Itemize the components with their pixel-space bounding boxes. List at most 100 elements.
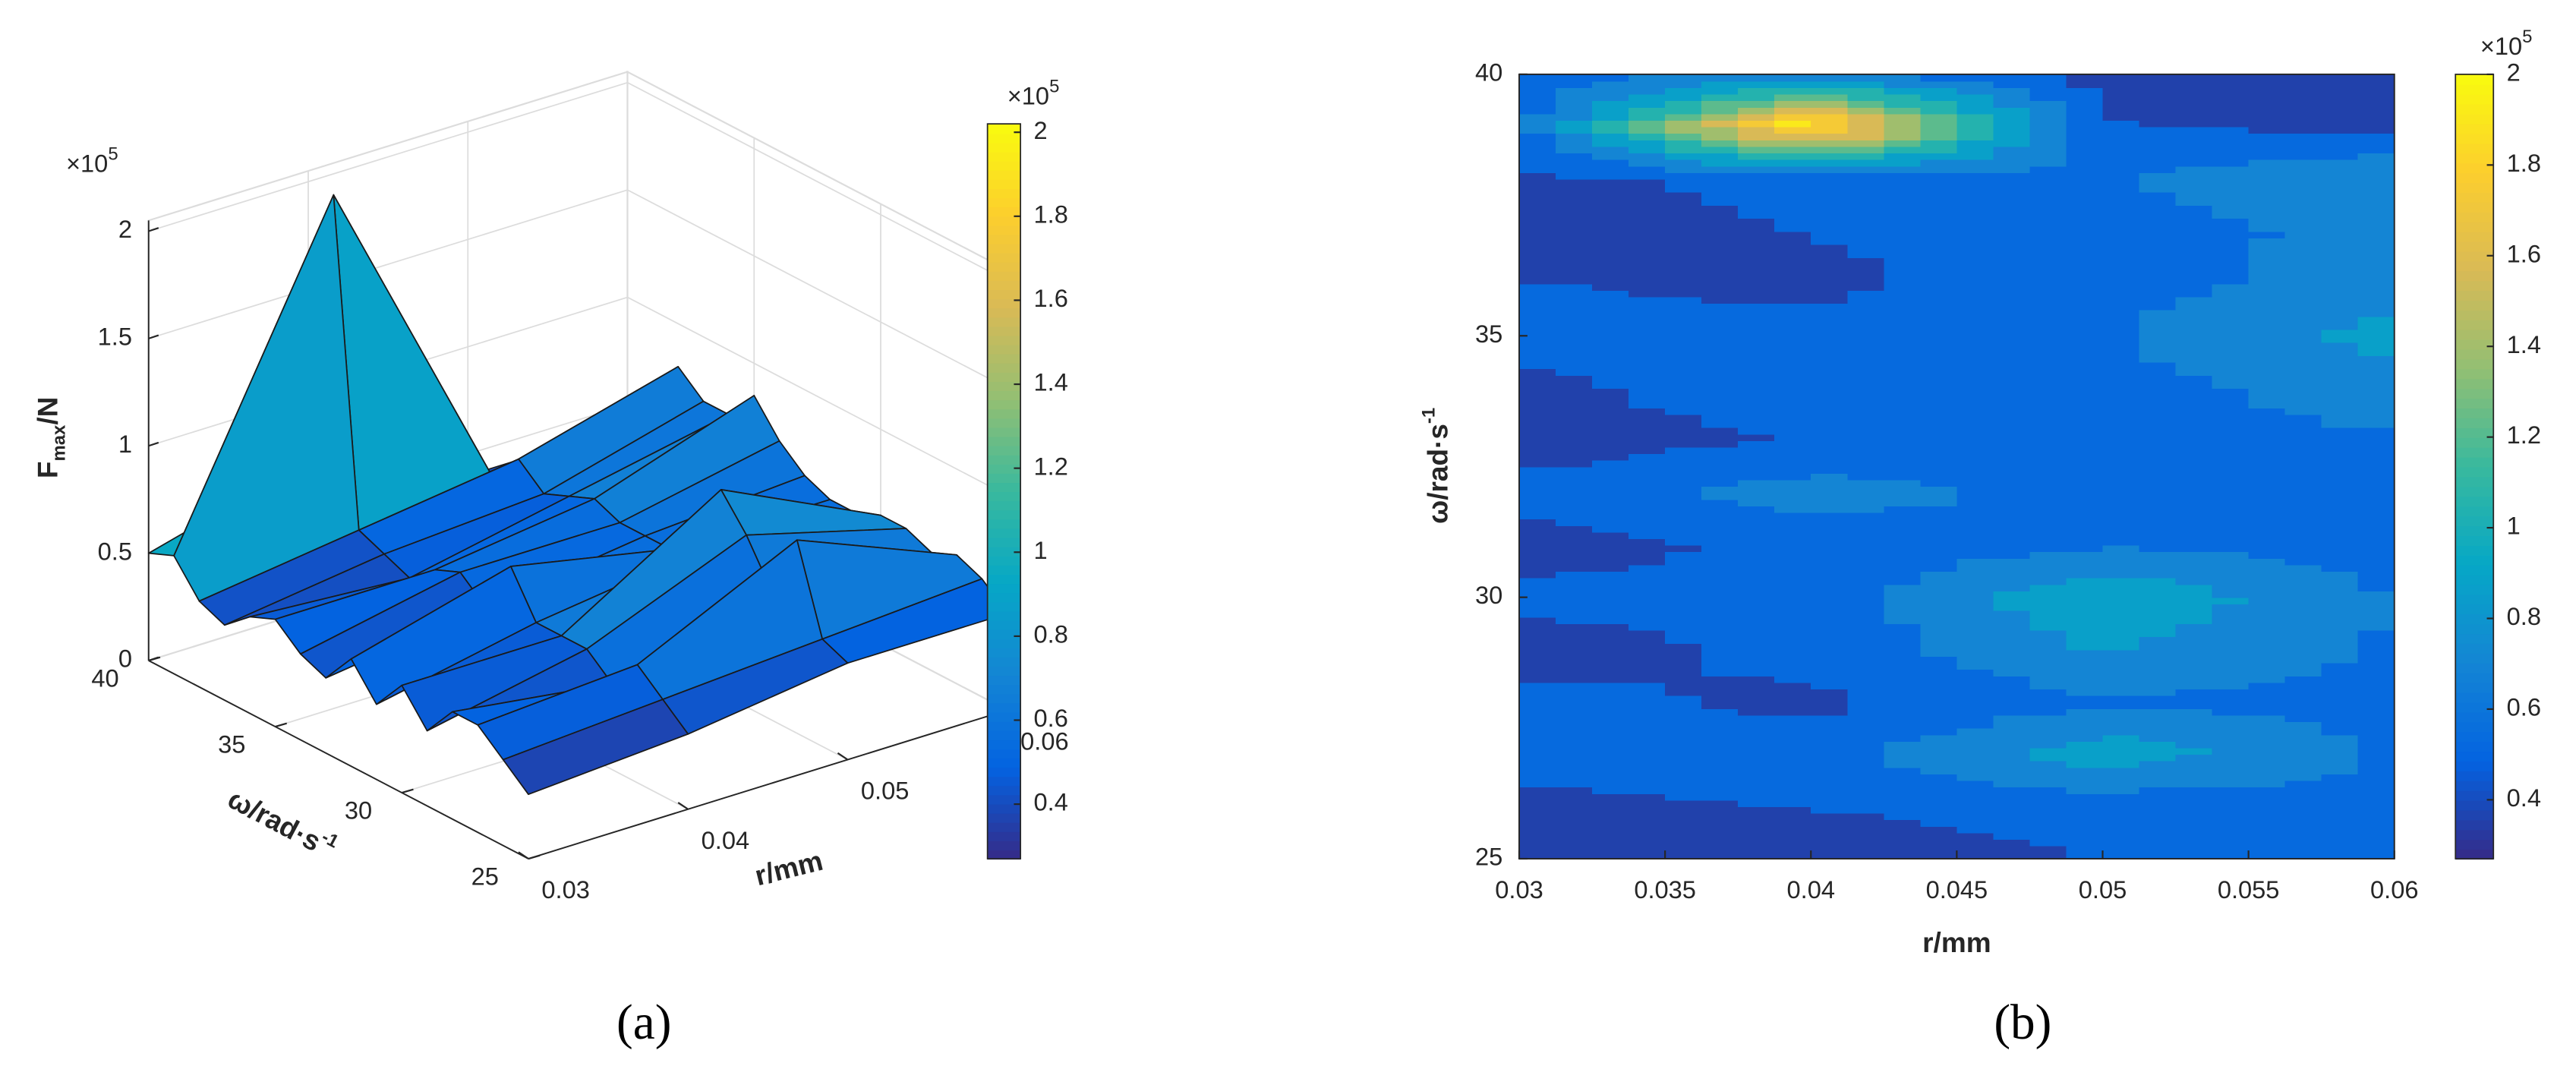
contour-cell: [1665, 741, 1703, 749]
contour-cell: [1956, 519, 1994, 526]
contour-cell: [1556, 74, 1593, 82]
contour-cell: [1993, 538, 2031, 546]
contour-cell: [1701, 492, 1739, 500]
contour-cell: [2066, 492, 2104, 500]
contour-cell: [1993, 178, 2031, 187]
contour-cell: [1629, 316, 1666, 323]
contour-cell: [1665, 153, 1703, 160]
contour-cell: [1956, 531, 1994, 540]
contour-cell: [2066, 584, 2104, 591]
contour-cell: [1556, 224, 1593, 232]
contour-cell: [1920, 342, 1958, 350]
contour-cell: [1519, 754, 1556, 762]
contour-cell: [1592, 244, 1629, 252]
contour-cell: [1519, 80, 1556, 88]
contour-cell: [2357, 238, 2395, 245]
contour-cell: [1956, 336, 1994, 343]
contour-cell: [2248, 74, 2286, 82]
contour-cell: [2139, 825, 2177, 834]
contour-cell: [1993, 80, 2031, 88]
x-tick-label: 0.035: [1634, 875, 1696, 904]
contour-cell: [2066, 205, 2104, 213]
contour-cell: [2248, 166, 2286, 173]
contour-cell: [2066, 238, 2104, 245]
contour-cell: [2066, 113, 2104, 121]
contour-cell: [2066, 727, 2104, 736]
contour-cell: [2139, 421, 2177, 428]
contour-cell: [2284, 276, 2322, 285]
contour-cell: [2175, 839, 2213, 847]
contour-cell: [2029, 238, 2067, 245]
contour-cell: [1884, 584, 1922, 591]
contour-cell: [2102, 577, 2140, 585]
contour-cell: [1701, 623, 1739, 631]
contour-cell: [1519, 185, 1556, 193]
contour-cell: [1519, 361, 1556, 370]
contour-cell: [1701, 434, 1739, 441]
contour-cell: [1701, 244, 1739, 252]
contour-cell: [1993, 551, 2031, 559]
contour-cell: [2284, 211, 2322, 219]
colorbar-cell: [2455, 456, 2494, 468]
contour-cell: [1811, 407, 1849, 415]
contour-cell: [1811, 401, 1849, 408]
contour-cell: [1519, 459, 1556, 468]
z-tick-label: 0.5: [98, 537, 132, 565]
contour-cell: [1884, 571, 1922, 579]
contour-cell: [1774, 714, 1812, 723]
contour-cell: [2139, 146, 2177, 154]
contour-cell: [1738, 479, 1776, 487]
contour-cell: [1738, 669, 1776, 676]
contour-cell: [2029, 93, 2067, 102]
contour-cell: [1774, 754, 1812, 762]
contour-cell: [1738, 812, 1776, 821]
contour-cell: [2248, 604, 2286, 611]
contour-cell: [1956, 120, 1994, 128]
contour-cell: [2321, 557, 2359, 566]
contour-cell: [2066, 479, 2104, 487]
contour-cell: [1993, 100, 2031, 108]
contour-cell: [2284, 434, 2322, 441]
contour-cell: [1556, 551, 1593, 559]
contour-cell: [2175, 198, 2213, 206]
contour-cell: [1956, 591, 1994, 598]
contour-cell: [2066, 564, 2104, 572]
contour-cell: [2175, 499, 2213, 506]
contour-cell: [1884, 205, 1922, 213]
contour-cell: [2284, 361, 2322, 370]
contour-cell: [1774, 819, 1812, 827]
contour-cell: [1665, 649, 1703, 657]
contour-cell: [1956, 714, 1994, 723]
contour-cell: [1629, 244, 1666, 252]
contour-cell: [2066, 577, 2104, 585]
contour-cell: [1811, 538, 1849, 546]
contour-cell: [1847, 708, 1885, 716]
contour-cell: [1738, 126, 1776, 134]
contour-cell: [2066, 656, 2104, 664]
contour-cell: [2248, 434, 2286, 441]
contour-cell: [1884, 263, 1922, 272]
contour-cell: [2248, 348, 2286, 356]
contour-cell: [1847, 106, 1885, 115]
contour-cell: [1556, 767, 1593, 774]
contour-cell: [2029, 348, 2067, 356]
contour-cell: [2284, 348, 2322, 356]
contour-cell: [2284, 714, 2322, 723]
contour-cell: [1592, 564, 1629, 572]
contour-cell: [2029, 734, 2067, 742]
contour-cell: [2029, 492, 2067, 500]
contour-cell: [2284, 819, 2322, 827]
contour-cell: [1701, 231, 1739, 238]
contour-cell: [2066, 251, 2104, 258]
contour-cell: [1993, 309, 2031, 317]
contour-cell: [1629, 113, 1666, 121]
contour-cell: [1920, 793, 1958, 801]
contour-cell: [1811, 642, 1849, 651]
contour-cell: [1774, 760, 1812, 768]
contour-cell: [2212, 473, 2250, 481]
contour-cell: [1556, 617, 1593, 624]
contour-cell: [2284, 374, 2322, 383]
contour-cell: [2284, 459, 2322, 468]
contour-cell: [2102, 499, 2140, 506]
contour-cell: [2029, 459, 2067, 468]
